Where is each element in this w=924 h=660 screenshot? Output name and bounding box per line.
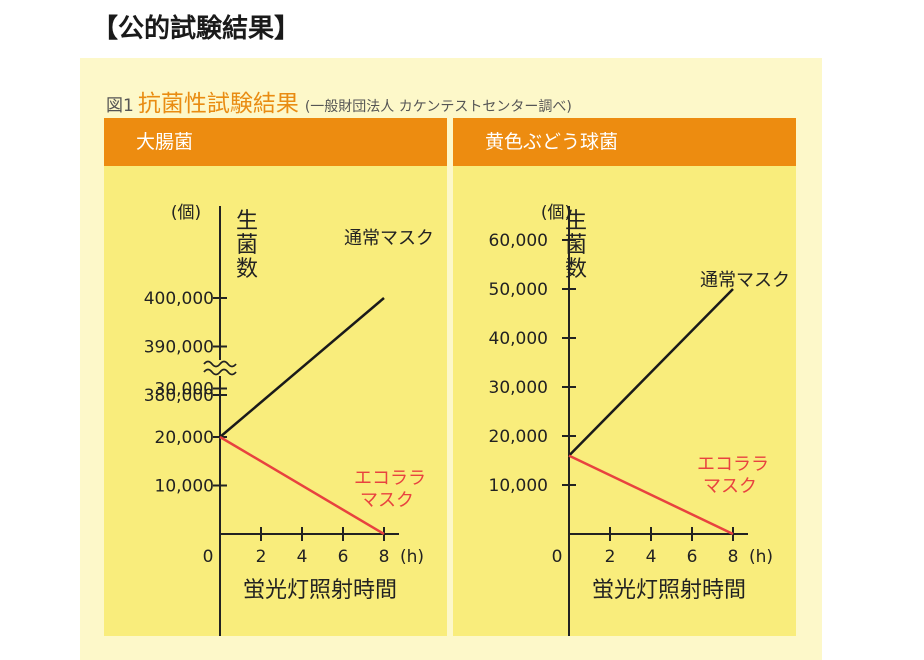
series-label-line: エコララ xyxy=(354,468,426,489)
y-axis-label: 生菌数 xyxy=(565,209,587,282)
x-tick-label: 8 xyxy=(728,547,739,567)
y-axis-label-char: 数 xyxy=(565,257,587,282)
y-axis-label-char: 生 xyxy=(236,209,258,234)
series-line-ecolala xyxy=(568,454,734,536)
y-tick-label: 390,000 xyxy=(144,338,214,358)
y-axis-label-char: 生 xyxy=(565,209,587,234)
series-label-line: エコララ xyxy=(697,454,769,475)
y-tick-label: 20,000 xyxy=(489,427,548,447)
series-label-line: マスク xyxy=(360,490,414,511)
y-axis-label-char: 数 xyxy=(236,257,258,282)
x-tick-label: 0 xyxy=(552,547,563,567)
x-axis-label: 蛍光灯照射時間 xyxy=(243,578,397,603)
x-tick-label: 2 xyxy=(605,547,616,567)
series-label-ecolala: エコララマスク xyxy=(354,468,426,511)
y-tick-label: 60,000 xyxy=(489,231,548,251)
chart-ecoli: 大腸菌 10,000 20,000 30,000 380,000 390,000 400,… xyxy=(104,118,447,636)
x-tick-label: 6 xyxy=(338,547,349,567)
series-line-normal xyxy=(568,288,734,457)
page-heading: 【公的試験結果】 xyxy=(92,14,301,44)
series-label-normal: 通常マスク xyxy=(344,228,434,249)
chart-staph: 黄色ぶどう球菌 10,000 20,000 30,000 40,000 50,000 60… xyxy=(453,118,796,636)
x-unit-label: (h) xyxy=(749,547,773,567)
x-tick-label: 4 xyxy=(297,547,308,567)
chart-title: 黄色ぶどう球菌 xyxy=(453,118,796,166)
y-tick-label: 30,000 xyxy=(155,380,214,400)
series-line-ecolala xyxy=(219,435,385,536)
y-unit-label: (個) xyxy=(541,203,571,223)
y-tick-label: 20,000 xyxy=(155,428,214,448)
y-tick-label: 30,000 xyxy=(489,378,548,398)
series-label-normal: 通常マスク xyxy=(700,270,790,291)
x-axis-label: 蛍光灯照射時間 xyxy=(592,578,746,603)
chart-plot: 10,000 20,000 30,000 40,000 50,000 60,000 0 2 4 6… xyxy=(453,166,796,636)
series-label-line: マスク xyxy=(703,476,757,497)
series-label-ecolala: エコララマスク xyxy=(697,454,769,497)
y-axis-label: 生菌数 xyxy=(236,209,258,282)
y-tick-label: 50,000 xyxy=(489,280,548,300)
y-tick-label: 40,000 xyxy=(489,329,548,349)
figure-number: 図1 xyxy=(106,96,134,116)
y-unit-label: (個) xyxy=(171,203,201,223)
y-tick-label: 400,000 xyxy=(144,289,214,309)
figure-main-title: 抗菌性試験結果 xyxy=(137,91,299,117)
y-axis-label-char: 菌 xyxy=(236,233,258,258)
chart-title: 大腸菌 xyxy=(104,118,447,166)
y-tick-label: 10,000 xyxy=(489,476,548,496)
axis-break-icon xyxy=(203,368,237,376)
x-tick-label: 4 xyxy=(646,547,657,567)
x-tick-label: 2 xyxy=(256,547,267,567)
x-tick-label: 6 xyxy=(687,547,698,567)
series-line-normal xyxy=(219,297,385,438)
figure-source: (一般財団法人 カケンテストセンター調べ) xyxy=(304,99,572,115)
y-axis-label-char: 菌 xyxy=(565,233,587,258)
y-tick-label: 380,000 xyxy=(144,386,214,406)
figure-title: 図1 抗菌性試験結果 (一般財団法人 カケンテストセンター調べ) xyxy=(106,84,572,118)
x-tick-label: 0 xyxy=(203,547,214,567)
x-unit-label: (h) xyxy=(400,547,424,567)
y-tick-label: 10,000 xyxy=(155,477,214,497)
axis-break-icon xyxy=(203,360,237,368)
x-tick-label: 8 xyxy=(379,547,390,567)
